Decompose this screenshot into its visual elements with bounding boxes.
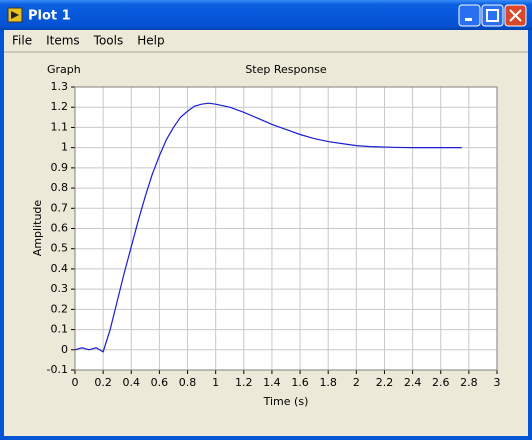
x-axis-label: Time (s) (263, 395, 309, 408)
menu-bar: File Items Tools Help (12, 34, 165, 48)
y-tick-label: 0.1 (51, 323, 69, 336)
x-tick-label: 2.2 (376, 376, 394, 389)
y-tick-label: 1.2 (51, 100, 69, 113)
window-title: Plot 1 (28, 9, 71, 24)
y-tick-label: 0.4 (51, 262, 69, 275)
x-tick-label: 2.6 (432, 376, 450, 389)
x-tick-label: 2.8 (460, 376, 478, 389)
y-tick-label: 0.7 (51, 201, 69, 214)
x-tick-label: 1.8 (319, 376, 337, 389)
x-tick-label: 0.2 (94, 376, 112, 389)
y-tick-label: 0 (61, 343, 68, 356)
chart-title: Step Response (245, 63, 327, 76)
title-bar (0, 0, 532, 30)
menu-item[interactable]: Tools (93, 34, 124, 48)
x-tick-label: 0 (72, 376, 79, 389)
x-tick-label: 0.6 (151, 376, 169, 389)
maximize-glyph (486, 9, 499, 22)
x-tick-label: 1 (212, 376, 219, 389)
x-tick-label: 1.2 (235, 376, 253, 389)
y-tick-label: 0.8 (51, 181, 69, 194)
title-buttons (458, 4, 527, 27)
data-line (74, 102, 462, 353)
y-tick-label: -0.1 (47, 363, 68, 376)
x-tick-label: 2 (353, 376, 360, 389)
plot-border (74, 86, 498, 371)
menu-item[interactable]: Help (137, 34, 164, 48)
x-tick-label: 1.6 (291, 376, 309, 389)
y-tick-label: 1 (61, 141, 68, 154)
x-tick-label: 1.4 (263, 376, 281, 389)
menu-item[interactable]: File (12, 34, 32, 48)
y-tick-label: 1.3 (51, 80, 69, 93)
x-tick-label: 0.4 (123, 376, 141, 389)
y-axis-label: Amplitude (31, 200, 44, 257)
graph-label: Graph (47, 63, 81, 76)
y-tick-label: 0.3 (51, 282, 69, 295)
app-icon-glyph (11, 11, 19, 19)
minimize-button[interactable] (458, 4, 481, 27)
menu-item[interactable]: Items (46, 34, 80, 48)
y-tick-label: 0.6 (51, 222, 69, 235)
minimize-glyph (465, 18, 472, 21)
x-tick-label: 3 (494, 376, 501, 389)
close-glyph (509, 9, 522, 22)
x-tick-label: 2.4 (404, 376, 422, 389)
maximize-button[interactable] (481, 4, 504, 27)
y-tick-label: 0.5 (51, 242, 69, 255)
y-tick-label: 0.2 (51, 302, 69, 315)
x-tick-label: 0.8 (179, 376, 197, 389)
y-tick-label: 0.9 (51, 161, 69, 174)
y-tick-label: 1.1 (51, 120, 69, 133)
